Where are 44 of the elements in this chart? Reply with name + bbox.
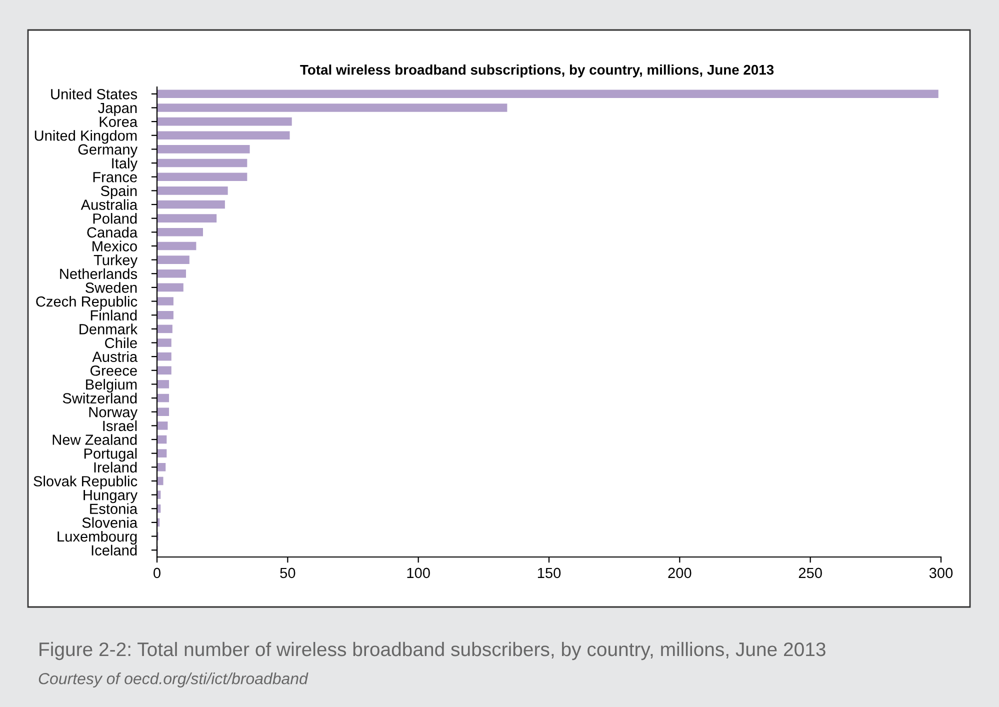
y-tick-label: United Kingdom: [34, 130, 137, 144]
y-tick-label: Switzerland: [62, 392, 137, 404]
y-tick-label: Luxembourg: [58, 530, 137, 545]
chart-title: Total wireless broadband subscriptions, by country, millions, June 2013: [300, 64, 774, 78]
y-tick-label: Finland: [90, 310, 137, 321]
y-tick-label: New Zealand: [52, 434, 137, 445]
y-tick-label: Poland: [93, 213, 137, 224]
y-tick-label: Japan: [98, 102, 137, 116]
y-tick-label: Spain: [100, 185, 137, 199]
y-tick-label: Ireland: [94, 462, 137, 473]
y-tick-label: Slovak Republic: [34, 476, 138, 490]
y-tick-label: Iceland: [92, 544, 137, 556]
y-tick-label: Denmark: [80, 324, 138, 334]
text: Courtesy of oecd.org/sti/ict/broadband: [38, 672, 308, 688]
y-tick-label: Australia: [80, 199, 138, 210]
y-tick-label: Canada: [87, 226, 138, 238]
y-tick-label: Belgium: [86, 378, 137, 393]
y-tick-label: Italy: [112, 158, 138, 172]
y-tick-label: Germany: [78, 144, 138, 158]
y-tick-label: Czech Republic: [36, 296, 138, 310]
y-tick-label: Greece: [90, 365, 137, 376]
y-tick-label: Portugal: [84, 448, 137, 462]
y-tick-label: Mexico: [92, 240, 137, 252]
y-tick-label: Hungary: [84, 490, 138, 504]
x-tick-label: 100: [407, 568, 430, 578]
caption: Figure 2-2: Total number of wireless broadband subscribers, by country, millions, June 2013: [40, 642, 826, 660]
x-tick-label: 150: [538, 568, 561, 578]
y-tick-label: Austria: [92, 351, 138, 362]
y-tick-label: Turkey: [94, 254, 138, 268]
x-tick-label: 0: [154, 568, 160, 578]
x-tick-label: 200: [668, 568, 692, 578]
y-tick-label: Estonia: [90, 503, 138, 514]
y-tick-label: Chile: [105, 337, 137, 348]
y-tick-label: Korea: [100, 116, 138, 127]
y-tick-label: Slovenia: [82, 517, 138, 528]
y-tick-label: Sweden: [86, 282, 137, 293]
y-tick-label: United States: [51, 88, 138, 100]
y-tick-label: Netherlands: [60, 268, 138, 280]
y-tick-label: Israel: [103, 420, 137, 432]
y-tick-label: Norway: [89, 407, 138, 420]
x-tick-label: 250: [798, 568, 822, 578]
y-tick-label: France: [93, 172, 137, 182]
x-tick-label: 50: [280, 568, 296, 578]
x-tick-label: 300: [929, 568, 953, 578]
